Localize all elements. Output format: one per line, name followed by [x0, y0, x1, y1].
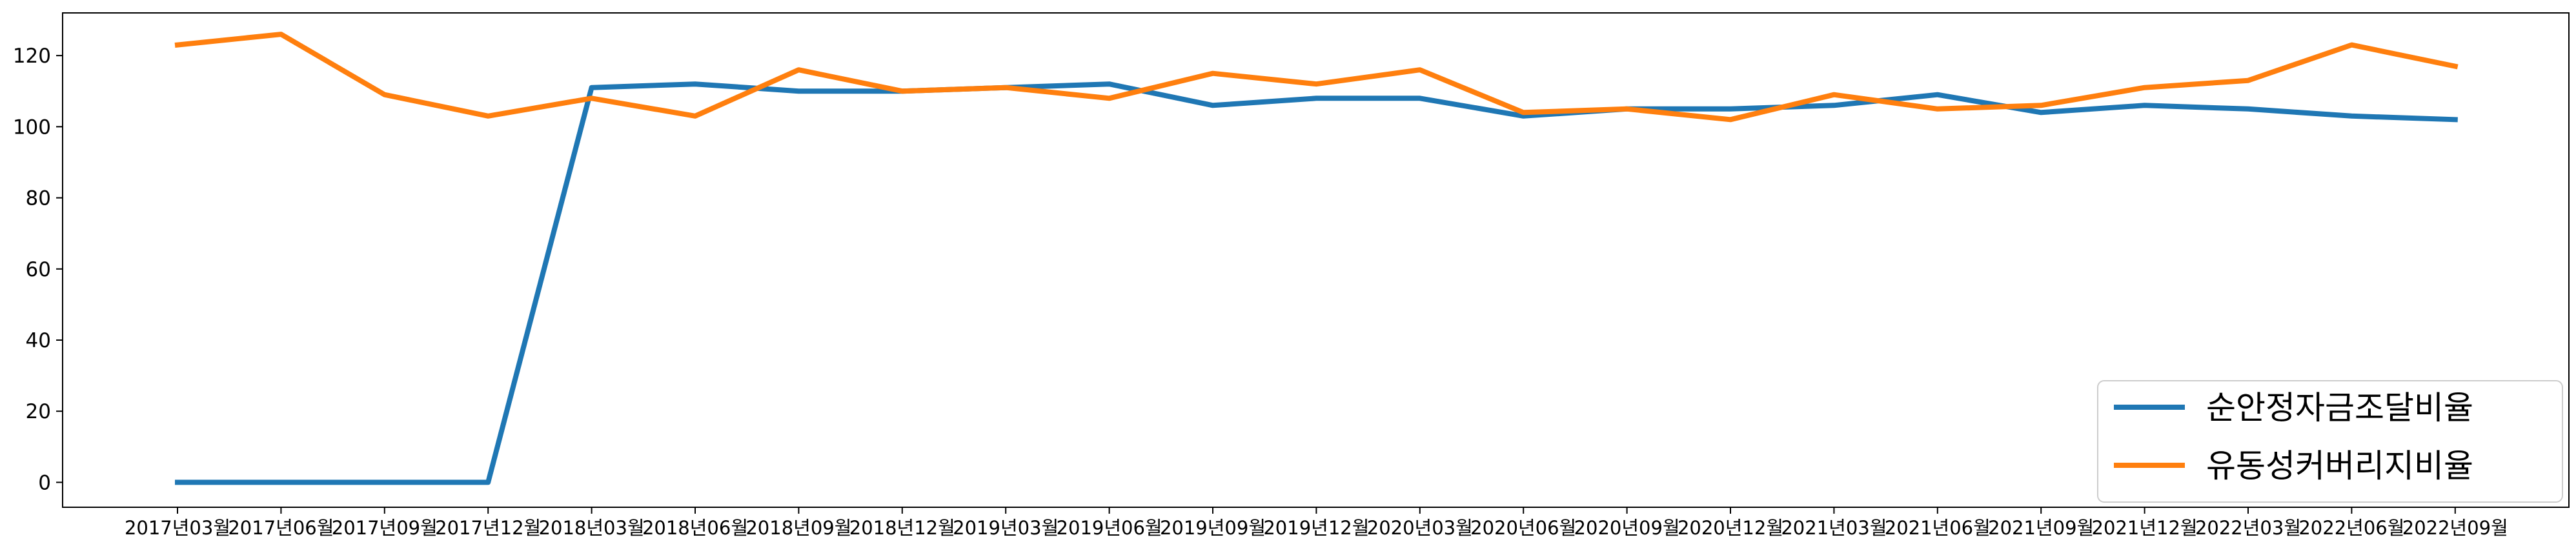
- x-tick-label: 2019년12월: [1263, 517, 1369, 539]
- legend-label-1: 유동성커버리지비율: [2206, 447, 2473, 485]
- data-point: [2247, 108, 2249, 110]
- data-point: [1730, 119, 1731, 120]
- x-tick-label: 2017년06월: [228, 517, 334, 539]
- legend-box: [2097, 380, 2563, 503]
- x-tick-label: 2018년06월: [642, 517, 748, 539]
- data-point: [591, 97, 593, 99]
- y-axis: 0 20 40 60 80 100 120: [13, 45, 63, 494]
- data-point: [2144, 87, 2145, 88]
- data-point: [1315, 83, 1317, 85]
- data-point: [1523, 112, 1524, 113]
- x-tick-label: 2017년12월: [435, 517, 541, 539]
- x-tick-label: 2021년12월: [2092, 517, 2198, 539]
- x-tick-label: 2017년09월: [332, 517, 438, 539]
- x-tick-label: 2017년03월: [125, 517, 230, 539]
- x-tick-label: 2022년06월: [2298, 517, 2404, 539]
- x-tick-label: 2019년09월: [1160, 517, 1266, 539]
- x-axis: 2017년03월2017년06월2017년09월2017년12월2018년03월…: [125, 507, 2508, 539]
- x-tick-label: 2018년09월: [745, 517, 851, 539]
- y-tick-label: 40: [26, 329, 51, 352]
- x-tick-label: 2021년09월: [1988, 517, 2094, 539]
- x-tick-label: 2022년09월: [2402, 517, 2508, 539]
- x-tick-label: 2020년03월: [1367, 517, 1473, 539]
- data-point: [798, 90, 799, 92]
- y-tick-label: 80: [26, 187, 51, 210]
- legend: 순안정자금조달비율 유동성커버리지비율: [2097, 380, 2563, 503]
- data-point: [1937, 108, 1938, 110]
- y-tick-label: 0: [38, 471, 51, 494]
- data-point: [2144, 105, 2145, 106]
- x-tick-label: 2021년06월: [1885, 517, 1991, 539]
- data-point: [1937, 94, 1938, 96]
- x-tick-label: 2018년03월: [539, 517, 645, 539]
- x-tick-label: 2020년09월: [1574, 517, 1680, 539]
- data-point: [177, 481, 178, 483]
- legend-label-0: 순안정자금조달비율: [2206, 389, 2473, 427]
- data-point: [384, 481, 385, 483]
- y-tick-label: 100: [13, 116, 51, 139]
- data-point: [2040, 105, 2042, 106]
- y-tick-label: 60: [26, 258, 51, 281]
- x-tick-label: 2019년06월: [1057, 517, 1162, 539]
- data-point: [1109, 83, 1110, 85]
- series-layer: [174, 32, 2459, 485]
- data-point: [1315, 97, 1317, 99]
- data-point: [1730, 108, 1731, 110]
- x-tick-label: 2019년03월: [953, 517, 1059, 539]
- x-tick-label: 2021년03월: [1781, 517, 1887, 539]
- x-tick-label: 2022년03월: [2195, 517, 2301, 539]
- data-point: [695, 83, 696, 85]
- data-point: [2247, 80, 2249, 81]
- data-point: [487, 481, 489, 483]
- x-tick-label: 2020년12월: [1678, 517, 1783, 539]
- x-tick-label: 2018년12월: [849, 517, 955, 539]
- x-tick-label: 2020년06월: [1470, 517, 1576, 539]
- data-point: [1109, 97, 1110, 99]
- data-point: [591, 87, 593, 88]
- data-point: [2040, 112, 2042, 113]
- data-point: [1419, 97, 1421, 99]
- y-tick-label: 120: [13, 45, 51, 68]
- data-point: [384, 94, 385, 96]
- y-tick-label: 20: [26, 400, 51, 423]
